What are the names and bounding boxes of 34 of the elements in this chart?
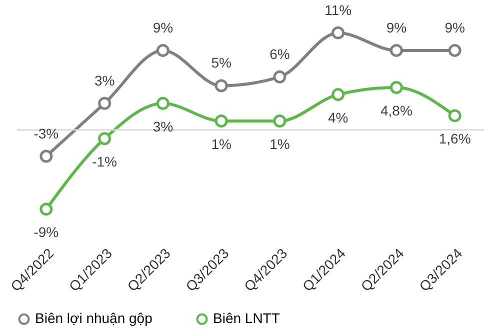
data-label: 1,6% <box>438 130 471 147</box>
data-label: -9% <box>34 224 59 240</box>
point <box>40 150 53 163</box>
data-label: 1% <box>211 136 232 152</box>
point <box>448 44 462 57</box>
data-label: 3% <box>94 72 115 88</box>
point <box>332 26 345 40</box>
point <box>273 114 286 128</box>
point <box>98 132 112 146</box>
point <box>214 79 228 92</box>
legend-label: Biên lợi nhuận gộp <box>35 310 153 326</box>
data-label: 4,8% <box>380 102 412 118</box>
point <box>390 44 403 57</box>
data-label: 11% <box>324 2 352 18</box>
point <box>332 88 345 102</box>
point <box>156 96 170 110</box>
point <box>214 114 228 128</box>
legend-label: Biên LNTT <box>213 310 280 326</box>
point <box>40 202 53 216</box>
data-label: 9% <box>152 19 174 36</box>
data-label: 6% <box>270 46 290 62</box>
data-label: -3% <box>34 125 59 142</box>
point <box>156 44 170 57</box>
point <box>98 96 112 110</box>
data-label: 1% <box>270 136 290 152</box>
data-label: 5% <box>211 54 232 71</box>
point <box>448 109 462 122</box>
point <box>273 70 286 84</box>
data-label: -1% <box>92 154 118 170</box>
point <box>390 81 403 94</box>
data-label: 9% <box>444 19 465 36</box>
data-label: 9% <box>386 19 407 36</box>
data-label: 3% <box>152 118 174 134</box>
data-label: 4% <box>328 110 348 126</box>
